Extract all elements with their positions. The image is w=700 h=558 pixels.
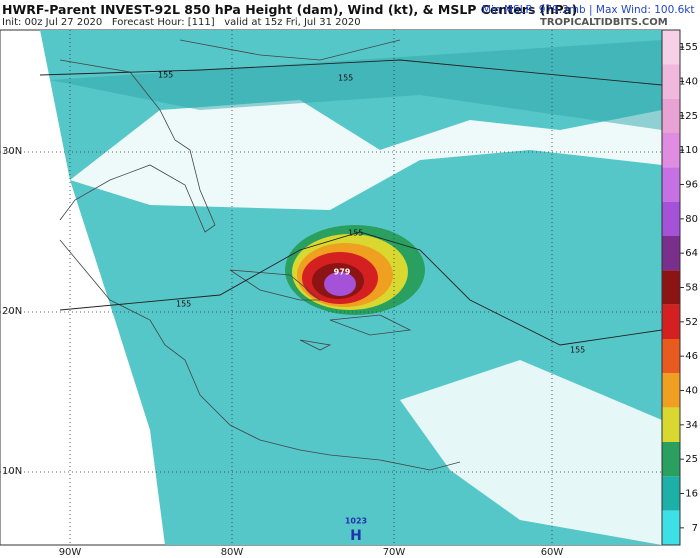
lat-label: 30N <box>2 146 22 157</box>
colorbar-label: 140 <box>679 77 698 88</box>
colorbar-band <box>662 476 680 511</box>
colorbar-label: 64 <box>685 248 698 259</box>
colorbar-label: 16 <box>685 489 698 500</box>
pressure-center: 979 <box>334 268 351 277</box>
colorbar-label: 58 <box>685 283 698 294</box>
colorbar-band <box>662 304 680 339</box>
lon-label: 60W <box>541 547 564 558</box>
lat-label: 10N <box>2 466 22 477</box>
colorbar-band <box>662 236 680 271</box>
lon-label: 90W <box>59 547 82 558</box>
colorbar-label: 96 <box>685 180 698 191</box>
colorbar-band <box>662 133 680 168</box>
colorbar-frame <box>661 29 681 546</box>
pressure-center: 1023 <box>345 517 367 526</box>
colorbar-band <box>662 339 680 374</box>
colorbar-band <box>662 407 680 442</box>
title: HWRF-Parent INVEST-92L 850 hPa Height (d… <box>2 2 578 17</box>
colorbar-band <box>662 201 680 236</box>
calm-area <box>400 360 662 545</box>
init-info: Init: 00z Jul 27 2020 Forecast Hour: [11… <box>2 17 361 28</box>
calm-area <box>70 100 662 210</box>
contour-label: 155 <box>176 300 191 309</box>
coastlines <box>59 39 461 471</box>
colorbar-band <box>662 30 680 65</box>
storm-core <box>324 272 356 296</box>
contour-label: 155 <box>158 71 173 80</box>
lon-label: 70W <box>383 547 406 558</box>
colorbar-label: 7 <box>692 523 698 534</box>
pressure-center: H <box>350 528 362 544</box>
colorbar-band <box>662 270 680 305</box>
colorbar-label: 34 <box>685 420 698 431</box>
colorbar-label: 110 <box>679 145 698 156</box>
colorbar-label: 125 <box>679 111 698 122</box>
lat-label: 20N <box>2 306 22 317</box>
colorbar-label: 25 <box>685 454 698 465</box>
stats: Min MSLP: 979.2mb | Max Wind: 100.6kt <box>482 4 695 16</box>
colorbar-band <box>662 64 680 99</box>
contour-label: 155 <box>348 229 363 238</box>
strong-wind <box>50 40 662 130</box>
colorbar-band <box>662 373 680 408</box>
colorbar-band <box>662 167 680 202</box>
colorbar-band <box>662 442 680 477</box>
colorbar-label: 52 <box>685 317 698 328</box>
colorbar-band <box>662 510 680 545</box>
lon-label: 80W <box>221 547 244 558</box>
credit: TROPICALTIDBITS.COM <box>540 17 668 28</box>
colorbar-label: 46 <box>685 351 698 362</box>
colorbar-label: 40 <box>685 386 698 397</box>
colorbar-band <box>662 98 680 133</box>
colorbar-label: 80 <box>685 214 698 225</box>
colorbar-label: 155 <box>679 42 698 53</box>
contour-label: 155 <box>338 74 353 83</box>
height-contours <box>39 59 663 346</box>
contour-label: 155 <box>570 346 585 355</box>
